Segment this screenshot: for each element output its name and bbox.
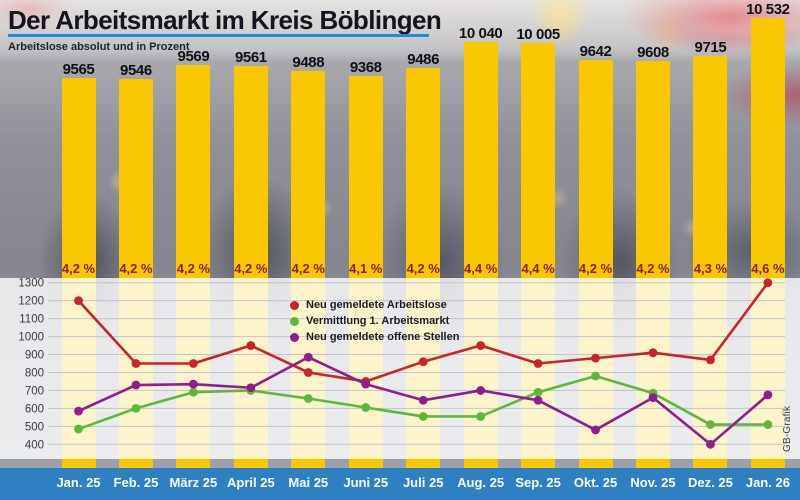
bar-value-label: 9642: [579, 43, 612, 60]
bar-value-label: 9486: [407, 51, 440, 68]
bar-value-label: 9488: [292, 54, 325, 71]
page-title: Der Arbeitsmarkt im Kreis Böblingen: [8, 5, 442, 35]
bar-percent-label: 4,2 %: [61, 261, 96, 276]
legend-item-offene-stellen: Neu gemeldete offene Stellen: [290, 329, 459, 345]
legend-item-arbeitslose: Neu gemeldete Arbeitslose: [290, 297, 459, 313]
x-axis-label: Jan. 26: [745, 475, 790, 490]
bar-percent-label: 4,2 %: [234, 261, 268, 276]
bar-percent-label: 4,4 %: [464, 261, 498, 276]
legend-label: Vermittlung 1. Arbeitsmarkt: [306, 315, 450, 327]
purple-series-dot-icon: [290, 332, 299, 342]
legend: Neu gemeldete Arbeitslose Vermittlung 1.…: [290, 297, 459, 345]
x-axis-label: Dez. 25: [688, 475, 733, 490]
bar-percent-label: 4,2 %: [578, 261, 613, 276]
bar-value-label: 9565: [62, 61, 95, 78]
chart-subtitle: Arbeitslose absolut und in Prozent: [8, 41, 190, 53]
x-axis-label: Sep. 25: [515, 475, 561, 490]
x-axis-label: Jan. 25: [56, 475, 101, 490]
bar-value-label: 9546: [120, 62, 152, 79]
x-axis-label: Mai 25: [288, 475, 329, 490]
bar-percent-label: 4,2 %: [119, 261, 153, 276]
x-axis-label: Okt. 25: [573, 475, 618, 490]
legend-item-vermittlung: Vermittlung 1. Arbeitsmarkt: [290, 313, 459, 329]
credit-text: GB-Grafik: [782, 405, 793, 452]
bar-value-label: 9715: [694, 39, 727, 56]
bar-percent-label: 4,2 %: [176, 261, 211, 276]
bar-value-label: 10 040: [458, 25, 503, 42]
x-axis-label: Nov. 25: [630, 475, 676, 490]
bar-percent-label: 4,2 %: [636, 261, 670, 276]
green-series-dot-icon: [290, 316, 299, 326]
x-axis-label: Feb. 25: [113, 475, 159, 490]
legend-label: Neu gemeldete offene Stellen: [306, 331, 460, 343]
x-axis-label: März 25: [169, 475, 218, 490]
x-axis-label: Aug. 25: [457, 475, 505, 490]
x-axis-label: Juli 25: [402, 475, 444, 490]
bar-percent-label: 4,2 %: [291, 261, 325, 276]
bar-value-label: 9569: [177, 48, 210, 65]
title-underline: [8, 34, 429, 37]
legend-label: Neu gemeldete Arbeitslose: [306, 299, 447, 311]
x-axis-band: [0, 468, 800, 500]
bar-percent-label: 4,3 %: [693, 261, 728, 276]
bar-percent-label: 4,6 %: [751, 261, 785, 276]
bar-percent-label: 4,1 %: [349, 261, 383, 276]
red-series-dot-icon: [290, 300, 299, 310]
bar-value-label: 9561: [234, 49, 267, 66]
bar-value-label: 9368: [349, 59, 382, 76]
x-axis-label: Juni 25: [343, 475, 389, 490]
bar-value-label: 10 532: [746, 1, 790, 18]
bar-value-label: 9608: [637, 44, 669, 61]
bar-percent-label: 4,4 %: [521, 261, 555, 276]
bar-value-label: 10 005: [516, 26, 560, 43]
x-axis-label: April 25: [227, 475, 275, 490]
bar-percent-label: 4,2 %: [406, 261, 440, 276]
